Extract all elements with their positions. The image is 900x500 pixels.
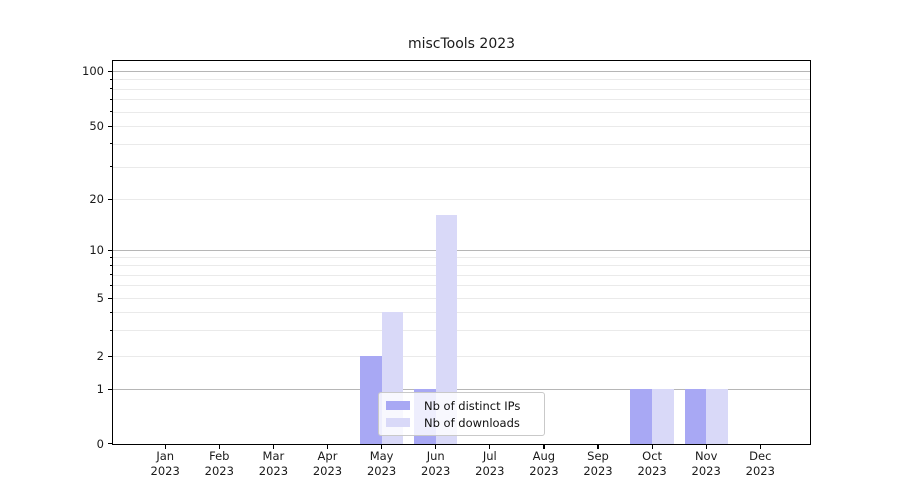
y-minor-tick-7 [109, 274, 112, 276]
x-tick-may [381, 445, 383, 449]
bar-ips-nov [684, 389, 707, 444]
gridline-80 [113, 88, 810, 90]
gridline-6 [113, 285, 810, 287]
legend-swatch-distinct-ips-icon [386, 401, 410, 410]
gridline-3 [113, 330, 810, 332]
y-minor-tick-8 [109, 264, 112, 266]
x-tick-label-jan: Jan 2023 [150, 449, 180, 478]
x-tick-jun [435, 445, 437, 449]
y-tick-20 [108, 198, 112, 200]
legend: Nb of distinct IPs Nb of downloads [378, 392, 545, 436]
y-tick-label-2: 2 [96, 349, 104, 363]
chart-title: miscTools 2023 [407, 36, 516, 52]
x-tick-label-apr: Apr 2023 [312, 449, 343, 478]
gridline-8 [113, 265, 810, 267]
x-tick-label-feb: Feb 2023 [204, 449, 234, 478]
bar-downloads-oct [652, 389, 674, 444]
legend-row-downloads: Nb of downloads [386, 416, 544, 430]
y-tick-0 [108, 443, 112, 445]
gridline-10 [113, 250, 810, 251]
x-tick-label-dec: Dec 2023 [745, 449, 775, 478]
gridline-5 [113, 298, 810, 299]
x-tick-jul [489, 445, 491, 449]
bar-ips-may [359, 356, 382, 444]
y-minor-tick-60 [109, 111, 112, 113]
x-tick-jan [164, 445, 166, 449]
gridline-70 [113, 99, 810, 101]
x-tick-label-jul: Jul 2023 [475, 449, 505, 478]
y-minor-tick-70 [109, 98, 112, 100]
gridline-1 [113, 389, 810, 390]
x-tick-apr [326, 445, 329, 449]
x-tick-label-mar: Mar 2023 [258, 449, 289, 478]
y-tick-label-0: 0 [96, 436, 104, 451]
y-tick-label-10: 10 [89, 243, 104, 257]
x-tick-sep [597, 445, 599, 449]
y-tick-label-1: 1 [96, 382, 104, 396]
bar-ips-oct [630, 389, 653, 444]
y-tick-label-5: 5 [96, 291, 104, 305]
y-tick-5 [108, 297, 112, 299]
gridline-50 [113, 126, 810, 127]
y-tick-50 [108, 125, 112, 127]
y-tick-label-100: 100 [82, 64, 104, 78]
y-minor-tick-40 [109, 143, 112, 145]
x-tick-aug [543, 445, 545, 449]
gridline-4 [113, 312, 810, 314]
y-minor-tick-3 [109, 329, 112, 331]
x-tick-dec [759, 445, 761, 449]
bar-downloads-nov [706, 389, 728, 444]
gridline-7 [113, 274, 810, 276]
gridline-30 [113, 166, 810, 168]
gridline-2 [113, 356, 810, 357]
y-tick-1 [108, 388, 112, 390]
x-tick-feb [218, 445, 220, 449]
x-tick-label-aug: Aug 2023 [529, 449, 559, 478]
x-tick-label-jun: Jun 2023 [421, 449, 451, 478]
gridline-40 [113, 143, 810, 145]
y-minor-tick-6 [109, 284, 112, 286]
x-tick-label-nov: Nov 2023 [691, 449, 721, 478]
y-minor-tick-9 [109, 256, 112, 258]
gridline-9 [113, 257, 810, 259]
y-minor-tick-4 [109, 311, 112, 313]
x-tick-label-may: May 2023 [366, 449, 397, 478]
gridline-60 [113, 111, 810, 113]
x-tick-label-sep: Sep 2023 [583, 449, 613, 478]
legend-row-distinct-ips: Nb of distinct IPs [386, 399, 544, 413]
y-tick-label-50: 50 [89, 119, 104, 133]
bar-downloads-jun [435, 215, 458, 444]
y-minor-tick-80 [109, 88, 112, 90]
gridline-100 [113, 71, 810, 72]
gridline-90 [113, 79, 810, 81]
x-tick-label-oct: Oct 2023 [637, 449, 667, 478]
x-tick-mar [272, 445, 275, 449]
y-minor-tick-90 [109, 78, 112, 80]
x-tick-nov [705, 445, 707, 449]
y-tick-label-20: 20 [89, 192, 104, 206]
legend-label-distinct-ips: Nb of distinct IPs [424, 398, 521, 413]
y-tick-10 [108, 249, 112, 251]
legend-swatch-downloads-icon [386, 418, 410, 427]
y-tick-100 [108, 70, 112, 72]
gridline-20 [113, 199, 810, 200]
y-minor-tick-30 [109, 166, 112, 168]
plot-area [112, 60, 811, 445]
legend-label-downloads: Nb of downloads [424, 415, 520, 430]
y-tick-2 [108, 355, 112, 357]
x-tick-oct [651, 445, 653, 449]
